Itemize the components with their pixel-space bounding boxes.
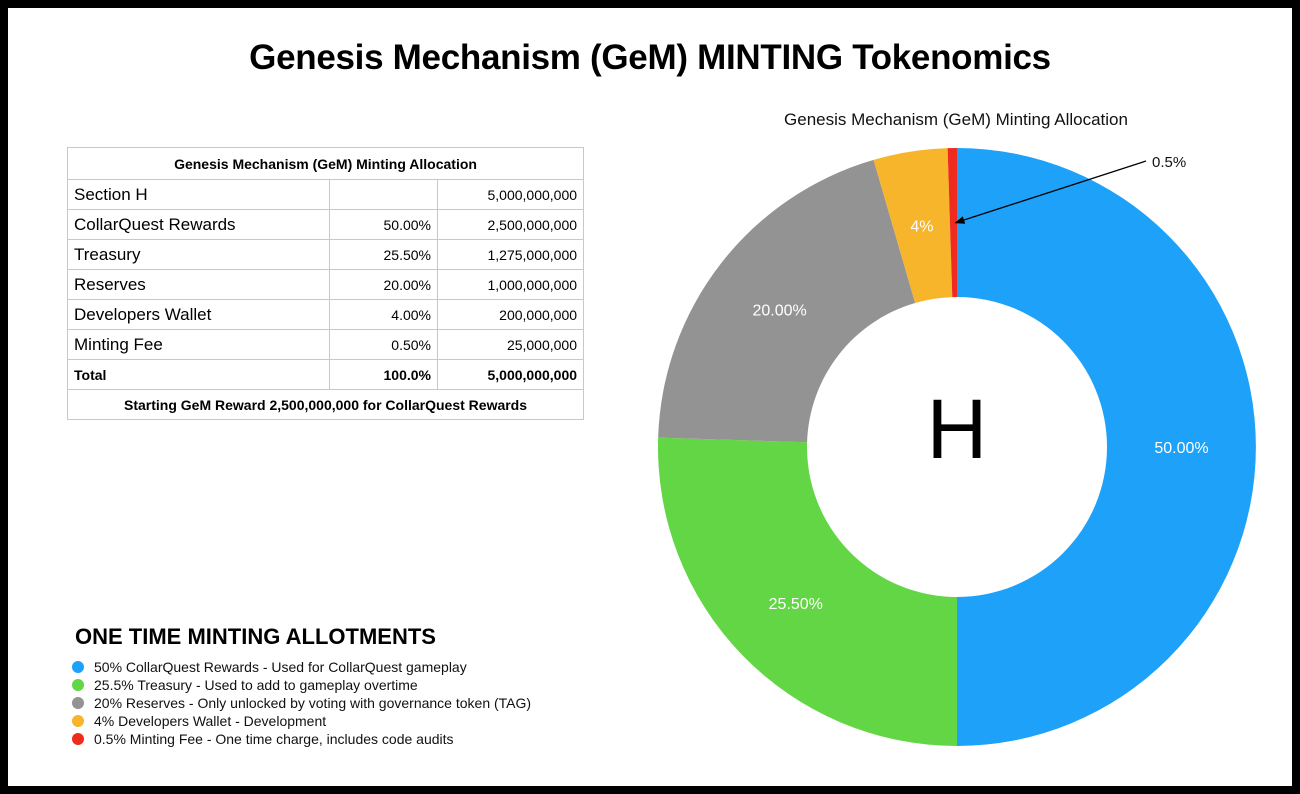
page-title: Genesis Mechanism (GeM) MINTING Tokenomi…	[249, 38, 1051, 77]
slice-callout-label: 0.5%	[1152, 154, 1186, 171]
legend-item: 4% Developers Wallet - Development	[72, 712, 531, 730]
donut-slice-minting-fee	[947, 148, 957, 298]
legend-item: 20% Reserves - Only unlocked by voting w…	[72, 694, 531, 712]
donut-slice-treasury	[658, 437, 957, 746]
slice-label: 20.00%	[752, 302, 806, 319]
slice-label: 25.50%	[769, 596, 823, 613]
donut-slice-collarquest-rewards	[957, 148, 1256, 746]
allotments-title: ONE TIME MINTING ALLOTMENTS	[75, 624, 436, 649]
table-row: Section H 5,000,000,000	[67, 179, 585, 210]
row-amount: 25,000,000	[436, 329, 585, 360]
table-caption: Genesis Mechanism (GeM) Minting Allocati…	[66, 147, 585, 180]
donut-slice-developers-wallet	[873, 148, 953, 303]
legend-text: 4% Developers Wallet - Development	[94, 713, 327, 729]
callout-arrow	[954, 160, 1147, 224]
legend-dot-icon	[72, 697, 84, 709]
row-name: Developers Wallet	[67, 299, 330, 330]
legend-dot-icon	[72, 715, 84, 727]
table-total-row: Total 100.0% 5,000,000,000	[67, 359, 585, 390]
legend-dot-icon	[72, 661, 84, 673]
slice-label: 50.00%	[1154, 440, 1208, 457]
total-percent: 100.0%	[329, 359, 438, 390]
row-name: Treasury	[67, 239, 330, 270]
table-row: CollarQuest Rewards 50.00% 2,500,000,000	[67, 209, 585, 240]
total-amount: 5,000,000,000	[436, 359, 585, 390]
row-percent: 0.50%	[329, 329, 438, 360]
row-amount: 2,500,000,000	[436, 209, 585, 240]
table-row: Treasury 25.50% 1,275,000,000	[67, 239, 585, 270]
chart-title: Genesis Mechanism (GeM) Minting Allocati…	[784, 110, 1128, 129]
legend-text: 25.5% Treasury - Used to add to gameplay…	[94, 677, 418, 693]
row-name: Section H	[67, 179, 330, 210]
total-name: Total	[67, 359, 330, 390]
legend-item: 50% CollarQuest Rewards - Used for Colla…	[72, 658, 531, 676]
table-row: Developers Wallet 4.00% 200,000,000	[67, 299, 585, 330]
row-name: CollarQuest Rewards	[67, 209, 330, 240]
legend-text: 0.5% Minting Fee - One time charge, incl…	[94, 731, 454, 747]
slice-label: 4%	[910, 218, 933, 235]
table-caption-row: Genesis Mechanism (GeM) Minting Allocati…	[66, 147, 585, 180]
legend-dot-icon	[72, 679, 84, 691]
row-amount: 1,275,000,000	[436, 239, 585, 270]
legend-text: 20% Reserves - Only unlocked by voting w…	[94, 695, 532, 711]
donut-slice-reserves	[658, 159, 916, 443]
allotments-legend: 50% CollarQuest Rewards - Used for Colla…	[72, 658, 531, 748]
legend-item: 25.5% Treasury - Used to add to gameplay…	[72, 676, 531, 694]
table-row: Minting Fee 0.50% 25,000,000	[67, 329, 585, 360]
legend-dot-icon	[72, 733, 84, 745]
legend-text: 50% CollarQuest Rewards - Used for Colla…	[94, 659, 467, 675]
row-percent: 20.00%	[329, 269, 438, 300]
donut-center-label: H	[927, 382, 988, 476]
row-amount: 1,000,000,000	[436, 269, 585, 300]
allocation-table: Genesis Mechanism (GeM) Minting Allocati…	[66, 147, 585, 420]
legend-item: 0.5% Minting Fee - One time charge, incl…	[72, 730, 531, 748]
table-footer-row: Starting GeM Reward 2,500,000,000 for Co…	[66, 389, 585, 420]
table-footer: Starting GeM Reward 2,500,000,000 for Co…	[66, 389, 585, 420]
